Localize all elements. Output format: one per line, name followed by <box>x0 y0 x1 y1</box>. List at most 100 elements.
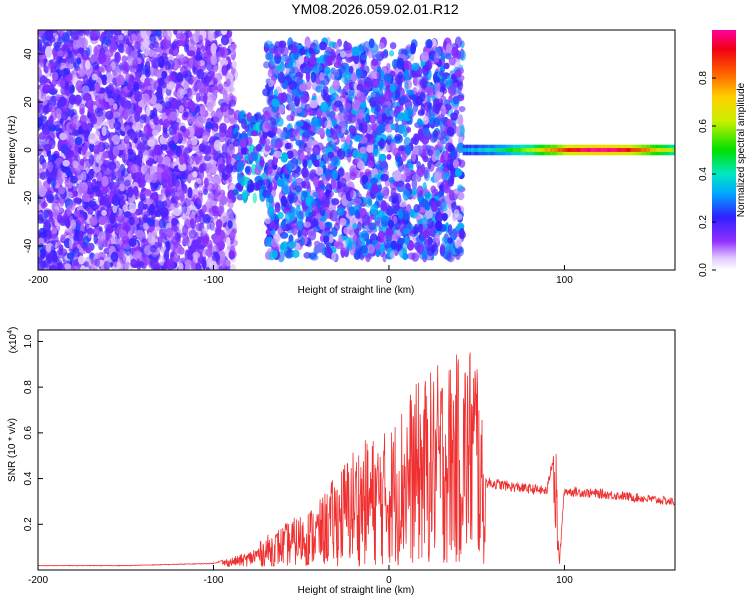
spectrogram-cell <box>123 135 130 144</box>
spectrogram-cell <box>348 65 354 74</box>
spectrogram-cell <box>201 236 209 248</box>
spectrogram-cell <box>270 238 279 248</box>
spectrogram-cell <box>191 144 200 152</box>
spectrogram-cell <box>364 65 370 74</box>
spectrogram-cell <box>301 166 309 178</box>
spectrogram-cell <box>416 185 424 198</box>
spectrogram-cell <box>280 242 285 251</box>
spectrogram-cell <box>134 41 142 50</box>
spectrogram-cell <box>360 245 369 254</box>
spectrogram-cell <box>227 199 234 209</box>
spectrogram-cell <box>195 51 203 62</box>
spectrogram-cell <box>93 233 98 245</box>
spectrogram-cell <box>170 143 177 151</box>
spectrogram-cell <box>328 233 334 244</box>
spectrogram-cell <box>169 97 178 109</box>
spectrogram-cell <box>375 51 385 62</box>
spectrogram-cell <box>104 72 113 84</box>
spectrogram-cell <box>386 153 392 161</box>
spectrogram-cell <box>146 57 151 67</box>
spectrogram-cell <box>127 83 133 91</box>
spectrogram-cell <box>407 106 414 118</box>
spectrogram-cell <box>324 247 333 259</box>
spectrogram-cell <box>280 46 289 57</box>
spectrogram-cell <box>171 235 179 246</box>
spectrogram-cell <box>426 38 433 49</box>
spectrogram-cell <box>76 214 85 225</box>
spectrogram-cell <box>336 55 342 66</box>
spectrogram-cell <box>348 186 354 199</box>
spectrogram-cell <box>436 141 443 151</box>
spectrogram-cell <box>116 98 124 105</box>
spectrogram-cell <box>227 173 233 184</box>
spectrogram-cell <box>416 118 423 126</box>
spectrogram-cell <box>88 154 95 166</box>
spectrogram-cell <box>97 52 107 64</box>
spectrogram-cell <box>155 94 164 105</box>
spectrogram-cell <box>218 132 226 143</box>
spectrogram-cell <box>137 260 145 268</box>
spectrogram-cell <box>51 228 58 235</box>
spectrogram-cell <box>383 90 392 102</box>
spectrogram-cell <box>160 30 166 38</box>
spectrogram-cell <box>292 176 297 186</box>
spectrogram-cell <box>325 183 333 195</box>
spectrogram-cell <box>139 115 147 124</box>
spectrogram-cell <box>151 50 158 59</box>
spectrogram-cell <box>229 231 236 239</box>
spectrogram-cell <box>370 177 378 185</box>
spectrogram-cell <box>195 105 201 113</box>
spectrogram-cell <box>259 156 265 168</box>
spectrogram-cell <box>455 125 461 137</box>
spectrogram-cell <box>273 142 281 150</box>
spectrogram-cell <box>436 200 441 207</box>
spectrogram-cell <box>366 160 375 168</box>
spectrogram-cell <box>433 51 440 63</box>
spectrogram-cell <box>54 93 61 101</box>
spectrogram-cell <box>422 155 429 163</box>
spectrogram-cell <box>212 182 218 191</box>
spectrogram-cell <box>457 114 464 127</box>
spectrogram-cell <box>161 171 169 179</box>
spectrogram-cell <box>101 209 107 216</box>
spectrogram-cell <box>67 191 73 198</box>
spectrogram-cell <box>308 47 314 55</box>
spectrogram-cell <box>116 261 121 270</box>
spectrogram-cell <box>151 41 160 49</box>
spectrogram-cell <box>287 142 294 150</box>
spectrogram-cell <box>250 151 258 161</box>
spectrogram-cell <box>231 60 238 69</box>
spectrogram-cell <box>86 228 95 235</box>
spectrogram-cell <box>217 206 225 214</box>
figure-title: YM08.2026.059.02.01.R12 <box>291 1 459 17</box>
spectrogram-cell <box>186 139 192 149</box>
spectrogram-cell <box>187 186 193 199</box>
spectrogram-cell <box>226 236 231 247</box>
spectrogram-cell <box>456 184 464 192</box>
spectrogram-cell <box>295 105 302 114</box>
spectrogram-cell <box>156 85 163 97</box>
spectrogram-cell <box>306 138 314 148</box>
spectrogram-cell <box>443 62 450 70</box>
spectrogram-cell <box>427 157 432 170</box>
spectrogram-cell <box>361 214 371 226</box>
spectrogram-cell <box>88 132 97 145</box>
spectrogram-cell <box>441 201 448 212</box>
spectrogram-cell <box>157 156 165 166</box>
spectrogram-cell <box>376 69 382 81</box>
spectrogram-cell <box>291 45 298 54</box>
spectrogram-cell <box>422 250 429 259</box>
spectrogram-cell <box>154 209 162 217</box>
spectrogram-cell <box>59 132 68 141</box>
spectrogram-cell <box>219 122 227 133</box>
spectrogram-cell <box>381 113 387 123</box>
spectrogram-cell <box>404 144 412 156</box>
spectrogram-cell <box>113 121 122 130</box>
spectrogram-cell <box>171 217 178 227</box>
spectrogram-cell <box>356 69 362 77</box>
spectrogram-cell <box>176 72 183 83</box>
spectrogram-cell <box>51 169 57 179</box>
spectrogram-cell <box>459 228 465 239</box>
spectrogram-cell <box>205 71 212 83</box>
spectrogram-cell <box>410 42 417 55</box>
